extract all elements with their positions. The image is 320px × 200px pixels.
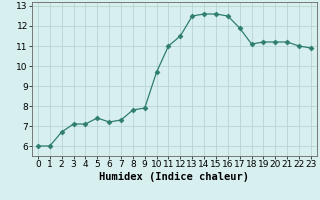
X-axis label: Humidex (Indice chaleur): Humidex (Indice chaleur) (100, 172, 249, 182)
